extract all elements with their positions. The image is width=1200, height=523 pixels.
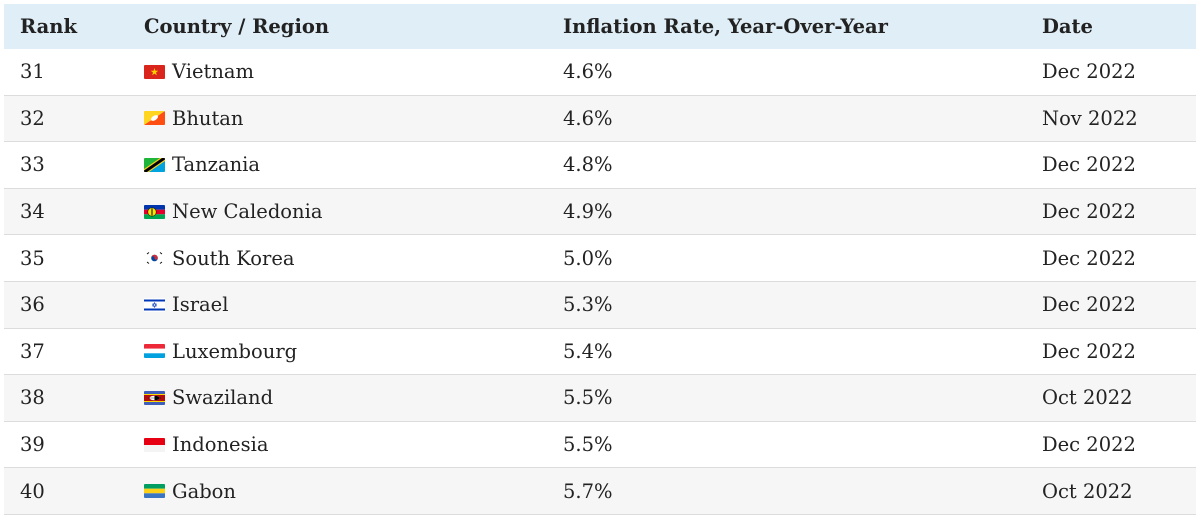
- country-cell: Luxembourg: [128, 340, 547, 363]
- rate-cell: 5.3%: [563, 293, 613, 317]
- date-cell: Nov 2022: [1042, 106, 1138, 130]
- tanzania-flag-icon: [144, 157, 165, 172]
- country-cell: Indonesia: [128, 433, 547, 456]
- table-header: Rank Country / Region Inflation Rate, Ye…: [4, 4, 1196, 49]
- rate-cell: 5.5%: [563, 386, 613, 410]
- table-row: 31 Vietnam 4.6% Dec 2022: [4, 49, 1196, 96]
- table-row: 40 Gabon 5.7% Oct 2022: [4, 468, 1196, 515]
- new-caledonia-flag-icon: [144, 204, 165, 219]
- rate-cell: 5.4%: [563, 339, 613, 363]
- country-name[interactable]: Swaziland: [172, 386, 274, 410]
- gabon-flag-icon: [144, 484, 165, 499]
- country-name[interactable]: Tanzania: [172, 153, 260, 177]
- country-name[interactable]: South Korea: [172, 246, 295, 270]
- rank-cell: 40: [20, 479, 45, 503]
- indonesia-flag-icon: [144, 437, 165, 452]
- rate-cell: 4.9%: [563, 200, 613, 224]
- rate-cell: 5.7%: [563, 479, 613, 503]
- country-cell: Bhutan: [128, 107, 547, 130]
- table-row: 34 New Caledonia 4.9% Dec 2022: [4, 188, 1196, 236]
- rank-cell: 37: [20, 339, 45, 363]
- israel-flag-icon: [144, 297, 165, 312]
- bhutan-flag-icon: [144, 111, 165, 126]
- country-name[interactable]: Indonesia: [172, 433, 269, 457]
- date-cell: Dec 2022: [1042, 293, 1136, 317]
- luxembourg-flag-icon: [144, 344, 165, 359]
- rank-cell: 34: [20, 200, 45, 224]
- rate-cell: 4.6%: [563, 106, 613, 130]
- table-row: 39 Indonesia 5.5% Dec 2022: [4, 422, 1196, 469]
- header-inflation-rate[interactable]: Inflation Rate, Year-Over-Year: [563, 15, 888, 38]
- header-country[interactable]: Country / Region: [144, 15, 330, 38]
- country-name[interactable]: Vietnam: [172, 60, 255, 84]
- date-cell: Oct 2022: [1042, 479, 1133, 503]
- rank-cell: 35: [20, 246, 45, 270]
- rate-cell: 4.8%: [563, 153, 613, 177]
- rank-cell: 33: [20, 153, 45, 177]
- date-cell: Oct 2022: [1042, 386, 1133, 410]
- table-row: 32 Bhutan 4.6% Nov 2022: [4, 95, 1196, 143]
- country-cell: Israel: [128, 293, 547, 316]
- south-korea-flag-icon: [144, 251, 165, 266]
- country-name[interactable]: Gabon: [172, 479, 236, 503]
- table-row: 38 Swaziland 5.5% Oct 2022: [4, 375, 1196, 422]
- table-row: 36 Israel 5.3% Dec 2022: [4, 281, 1196, 329]
- country-cell: Gabon: [128, 480, 547, 503]
- rank-cell: 36: [20, 293, 45, 317]
- rank-cell: 32: [20, 106, 45, 130]
- country-cell: Vietnam: [128, 60, 547, 83]
- country-cell: New Caledonia: [128, 200, 547, 223]
- header-date[interactable]: Date: [1042, 15, 1093, 38]
- country-cell: Tanzania: [128, 153, 547, 176]
- rate-cell: 4.6%: [563, 60, 613, 84]
- rate-cell: 5.0%: [563, 246, 613, 270]
- date-cell: Dec 2022: [1042, 60, 1136, 84]
- rank-cell: 39: [20, 433, 45, 457]
- table-row: 33 Tanzania 4.8% Dec 2022: [4, 142, 1196, 189]
- country-name[interactable]: Bhutan: [172, 106, 244, 130]
- swaziland-flag-icon: [144, 390, 165, 405]
- date-cell: Dec 2022: [1042, 433, 1136, 457]
- date-cell: Dec 2022: [1042, 200, 1136, 224]
- table-row: 35 South Korea 5.0% Dec 2022: [4, 235, 1196, 282]
- date-cell: Dec 2022: [1042, 153, 1136, 177]
- country-name[interactable]: Israel: [172, 293, 229, 317]
- country-name[interactable]: Luxembourg: [172, 339, 298, 363]
- header-rank[interactable]: Rank: [20, 15, 77, 38]
- date-cell: Dec 2022: [1042, 339, 1136, 363]
- rank-cell: 38: [20, 386, 45, 410]
- rate-cell: 5.5%: [563, 433, 613, 457]
- rank-cell: 31: [20, 60, 45, 84]
- table-row: 37 Luxembourg 5.4% Dec 2022: [4, 329, 1196, 376]
- country-name[interactable]: New Caledonia: [172, 200, 323, 224]
- country-cell: South Korea: [128, 247, 547, 270]
- date-cell: Dec 2022: [1042, 246, 1136, 270]
- country-cell: Swaziland: [128, 386, 547, 409]
- vietnam-flag-icon: [144, 64, 165, 79]
- inflation-table: Rank Country / Region Inflation Rate, Ye…: [4, 4, 1196, 515]
